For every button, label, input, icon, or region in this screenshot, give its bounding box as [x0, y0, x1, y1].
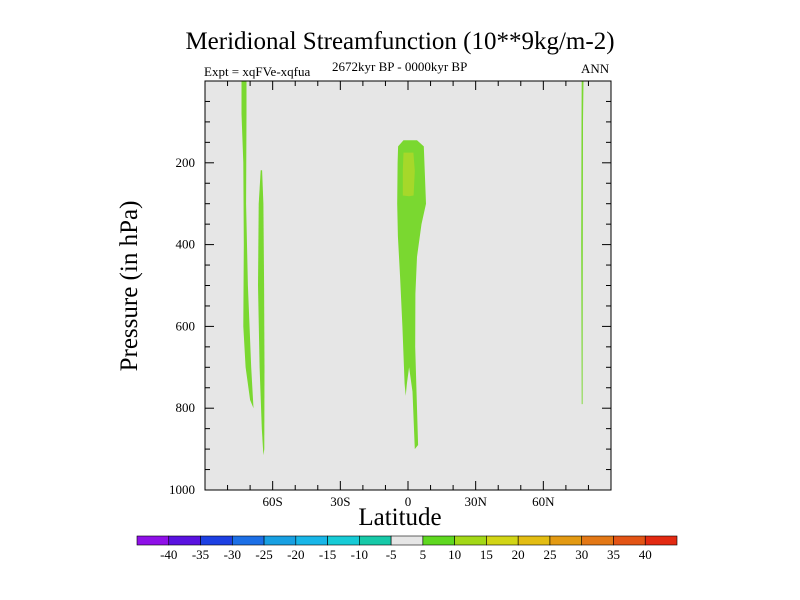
colorbar-label: -10: [351, 547, 368, 562]
colorbar-label: 25: [543, 547, 556, 562]
colorbar-swatch: [295, 535, 328, 546]
colorbar-swatch: [327, 535, 360, 546]
colorbar-swatch: [231, 535, 265, 546]
x-tick-label: 60N: [532, 494, 555, 509]
time-range-label: 2672kyr BP - 0000kyr BP: [332, 59, 468, 74]
colorbar-swatch: [517, 535, 551, 546]
colorbar-label: -40: [160, 547, 177, 562]
colorbar-swatch: [486, 535, 519, 546]
x-tick-label: 30S: [330, 494, 350, 509]
colorbar-swatch: [200, 535, 233, 546]
colorbar-label: 35: [607, 547, 620, 562]
colorbar-swatch: [581, 535, 614, 546]
colorbar-swatch: [263, 535, 297, 546]
region-sh-high-lat-deep: [258, 170, 265, 456]
colorbar-swatch: [359, 535, 392, 546]
colorbar-swatch: [549, 535, 583, 546]
y-axis: 200 400 600 800 1000: [169, 100, 611, 497]
region-equatorial-core: [402, 152, 415, 197]
chart-title: Meridional Streamfunction (10**9kg/m-2): [185, 28, 615, 55]
colorbar-label: 20: [512, 547, 525, 562]
y-tick-label: 800: [176, 400, 196, 415]
colorbar-label: 10: [448, 547, 461, 562]
x-axis: 60S 30S 0 30N 60N: [227, 81, 589, 509]
region-sh-high-lat-upper: [241, 81, 254, 409]
y-tick-label: 400: [176, 237, 196, 252]
colorbar-label: -15: [319, 547, 336, 562]
colorbar: -40 -35 -30 -25 -20 -15 -10 -5 5 10 15 20 25 30 35 40: [136, 535, 678, 562]
colorbar-swatch: [454, 535, 487, 546]
y-axis-label: Pressure (in hPa): [116, 200, 143, 372]
x-tick-label: 60S: [263, 494, 283, 509]
colorbar-label: -35: [192, 547, 209, 562]
colorbar-swatch: [613, 535, 646, 546]
colorbar-label: -25: [255, 547, 272, 562]
colorbar-label: 5: [420, 547, 427, 562]
colorbar-label: 40: [639, 547, 652, 562]
colorbar-label: -30: [224, 547, 241, 562]
colorbar-swatch: [644, 535, 678, 546]
region-equatorial-cell: [397, 140, 426, 450]
y-tick-label: 1000: [169, 482, 195, 497]
y-tick-label: 600: [176, 318, 196, 333]
colorbar-swatch: [136, 535, 170, 546]
colorbar-swatch: [422, 535, 455, 546]
x-tick-label: 30N: [464, 494, 487, 509]
region-nh-high-lat-sliver: [581, 81, 584, 405]
x-axis-label: Latitude: [358, 504, 442, 531]
x-tick-label: 0: [405, 494, 412, 509]
season-label: ANN: [581, 61, 610, 76]
contour-regions: [241, 81, 584, 456]
y-tick-label: 200: [176, 155, 196, 170]
colorbar-label: 15: [480, 547, 493, 562]
colorbar-label: -5: [386, 547, 397, 562]
experiment-label: Expt = xqFVe-xqfua: [204, 64, 311, 79]
colorbar-label: 30: [575, 547, 588, 562]
colorbar-swatch: [168, 535, 201, 546]
colorbar-swatch: [390, 535, 424, 546]
colorbar-label: -20: [287, 547, 304, 562]
